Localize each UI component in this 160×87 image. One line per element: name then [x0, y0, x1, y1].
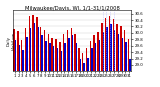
Bar — [125, 42, 127, 71]
Bar — [15, 40, 16, 71]
Bar — [87, 58, 89, 71]
Bar — [78, 48, 80, 71]
Bar — [82, 53, 84, 71]
Bar — [40, 27, 41, 71]
Bar — [97, 32, 99, 71]
Bar — [93, 35, 95, 71]
Bar — [41, 35, 43, 71]
Bar — [68, 38, 70, 71]
Bar — [105, 18, 106, 71]
Bar — [74, 33, 76, 71]
Bar — [110, 24, 112, 71]
Bar — [118, 33, 119, 71]
Bar — [34, 23, 35, 71]
Bar — [64, 43, 66, 71]
Bar — [52, 38, 53, 71]
Bar — [38, 27, 39, 71]
Bar — [44, 30, 45, 71]
Bar — [103, 32, 104, 71]
Bar — [116, 24, 118, 71]
Bar — [99, 40, 100, 71]
Bar — [30, 28, 31, 71]
Bar — [36, 17, 38, 71]
Bar — [106, 27, 108, 71]
Bar — [22, 50, 24, 71]
Bar — [25, 28, 26, 71]
Bar — [91, 48, 92, 71]
Bar — [129, 59, 131, 71]
Bar — [86, 48, 87, 71]
Bar — [128, 39, 129, 71]
Bar — [63, 34, 64, 71]
Bar — [55, 39, 57, 71]
Bar — [17, 31, 19, 71]
Bar — [113, 19, 114, 71]
Bar — [80, 59, 81, 71]
Bar — [71, 28, 72, 71]
Bar — [21, 40, 22, 71]
Bar — [26, 37, 28, 71]
Bar — [19, 45, 20, 71]
Bar — [76, 43, 77, 71]
Bar — [53, 46, 54, 71]
Y-axis label: Daily
High/Low: Daily High/Low — [7, 32, 16, 50]
Bar — [114, 30, 116, 71]
Title: Milwaukee/Davis, WI, 1/1-31/1/2008: Milwaukee/Davis, WI, 1/1-31/1/2008 — [25, 5, 119, 10]
Bar — [49, 43, 51, 71]
Bar — [59, 42, 60, 71]
Bar — [67, 30, 68, 71]
Bar — [101, 23, 103, 71]
Bar — [57, 48, 58, 71]
Bar — [32, 15, 34, 71]
Bar — [109, 16, 110, 71]
Bar — [124, 30, 125, 71]
Bar — [13, 29, 15, 71]
Bar — [48, 34, 49, 71]
Bar — [120, 26, 122, 71]
Bar — [72, 35, 73, 71]
Bar — [45, 41, 47, 71]
Bar — [84, 63, 85, 71]
Bar — [122, 38, 123, 71]
Bar — [28, 16, 30, 71]
Bar — [60, 52, 62, 71]
Bar — [95, 43, 96, 71]
Bar — [90, 41, 91, 71]
